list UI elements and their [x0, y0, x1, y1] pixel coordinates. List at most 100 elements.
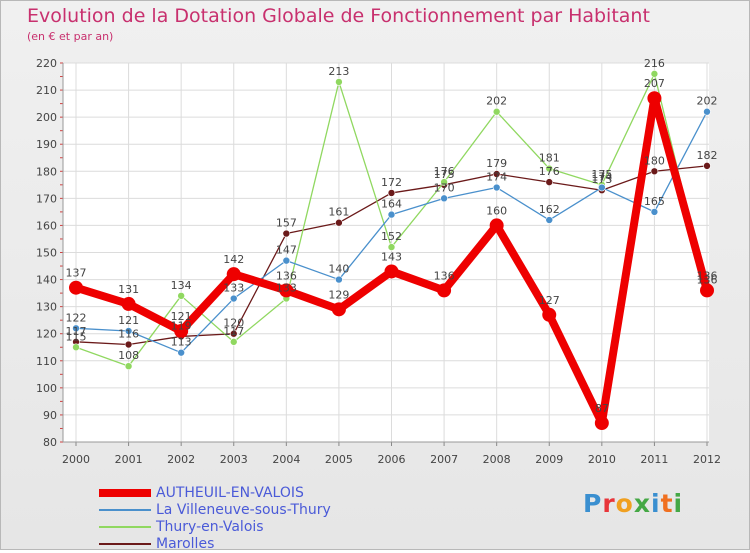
data-label: 202	[486, 95, 507, 108]
data-label: 175	[434, 168, 455, 181]
data-point	[335, 218, 343, 227]
x-tick-label: 2006	[378, 453, 406, 466]
data-label: 108	[118, 349, 139, 362]
x-tick-label: 2011	[640, 453, 668, 466]
data-point	[279, 283, 294, 298]
data-label: 120	[223, 317, 244, 330]
data-label: 161	[328, 206, 349, 219]
y-tick-label: 190	[36, 138, 57, 151]
data-point	[124, 362, 133, 371]
axes: 8090100110120130140150160170180190200210…	[36, 57, 721, 466]
legend-label: AUTHEUIL-EN-VALOIS	[156, 485, 304, 501]
data-label: 179	[486, 157, 507, 170]
data-point	[177, 348, 185, 357]
data-label: 176	[539, 165, 560, 178]
data-label: 213	[328, 65, 349, 78]
data-point	[437, 283, 452, 298]
data-point	[598, 183, 606, 192]
logo-letter: t	[660, 489, 674, 518]
data-label: 140	[328, 263, 349, 276]
legend-item[interactable]: AUTHEUIL-EN-VALOIS	[99, 485, 359, 502]
data-point	[440, 178, 448, 186]
data-label: 131	[118, 283, 139, 296]
data-label: 136	[697, 269, 718, 282]
data-label: 133	[223, 282, 244, 295]
data-point	[335, 275, 343, 284]
legend-label: Thury-en-Valois	[156, 519, 264, 535]
y-tick-label: 140	[36, 274, 57, 287]
legend-swatch	[99, 543, 151, 545]
y-tick-label: 150	[36, 247, 57, 260]
data-point	[124, 340, 133, 349]
data-point	[492, 170, 501, 178]
y-tick-label: 220	[36, 57, 57, 70]
data-label: 147	[276, 244, 297, 257]
logo-letter: o	[615, 489, 634, 518]
data-point	[545, 216, 554, 224]
data-label: 174	[486, 171, 507, 184]
data-point	[647, 91, 662, 106]
x-tick-label: 2003	[220, 453, 248, 466]
data-label: 157	[276, 217, 297, 230]
data-label: 122	[66, 311, 87, 324]
x-tick-label: 2002	[167, 453, 195, 466]
data-label: 176	[434, 165, 455, 178]
data-point	[174, 324, 189, 339]
proxiti-logo: Proxiti	[583, 489, 683, 518]
data-point	[650, 167, 659, 176]
legend-item[interactable]: Thury-en-Valois	[99, 519, 359, 536]
data-label: 142	[223, 253, 244, 266]
data-point	[492, 107, 501, 116]
data-point	[331, 302, 346, 317]
legend-label: La Villeneuve-sous-Thury	[156, 502, 331, 518]
y-tick-label: 130	[36, 301, 57, 314]
data-point	[387, 210, 396, 219]
data-label: 121	[118, 314, 139, 327]
logo-letter: i	[673, 489, 684, 518]
data-label: 175	[591, 168, 612, 181]
data-point	[703, 107, 711, 116]
y-tick-label: 90	[43, 409, 57, 422]
data-point	[121, 296, 136, 311]
data-label: 172	[381, 176, 402, 189]
data-point	[177, 292, 185, 300]
data-label: 182	[697, 149, 718, 162]
data-point	[440, 194, 448, 203]
data-label: 143	[381, 250, 402, 263]
data-label: 164	[381, 198, 402, 211]
data-label: 173	[591, 173, 612, 186]
data-label: 87	[595, 402, 609, 415]
data-point	[69, 280, 83, 295]
x-tick-label: 2004	[272, 453, 300, 466]
data-point	[387, 189, 396, 197]
x-tick-label: 2007	[430, 453, 458, 466]
data-point	[229, 294, 238, 303]
data-point	[72, 343, 80, 352]
x-tick-label: 2008	[483, 453, 511, 466]
x-tick-label: 2000	[62, 453, 90, 466]
series-lines	[69, 70, 714, 431]
legend-item[interactable]: La Villeneuve-sous-Thury	[99, 502, 359, 519]
data-label: 136	[434, 269, 455, 282]
x-tick-label: 2010	[588, 453, 616, 466]
legend: AUTHEUIL-EN-VALOIS La Villeneuve-sous-Th…	[99, 485, 359, 553]
data-point	[226, 267, 241, 282]
legend-item[interactable]: Marolles	[99, 536, 359, 553]
y-tick-label: 170	[36, 192, 57, 205]
data-label: 174	[591, 171, 612, 184]
logo-letter: P	[583, 489, 603, 518]
y-tick-label: 180	[36, 165, 57, 178]
data-point	[282, 229, 291, 238]
data-label: 134	[171, 279, 192, 292]
data-label: 202	[697, 95, 718, 108]
data-label: 137	[66, 267, 87, 280]
data-label: 152	[381, 230, 402, 243]
x-tick-label: 2005	[325, 453, 353, 466]
y-tick-label: 120	[36, 328, 57, 341]
data-point	[545, 178, 554, 186]
data-point	[229, 338, 238, 346]
legend-swatch	[99, 526, 151, 528]
logo-letter: i	[651, 489, 661, 518]
data-label: 129	[328, 288, 349, 301]
